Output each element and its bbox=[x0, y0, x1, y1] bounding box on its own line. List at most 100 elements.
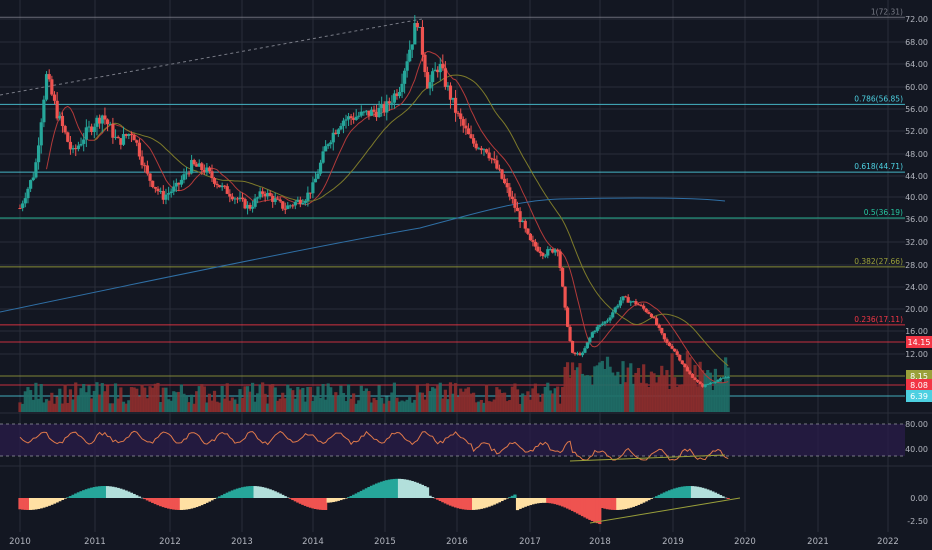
candle-body bbox=[603, 321, 607, 324]
candle-body bbox=[533, 241, 537, 247]
candle-body bbox=[626, 297, 630, 303]
macd-histogram-bar bbox=[441, 498, 445, 503]
candle-body bbox=[278, 199, 282, 202]
candle-body bbox=[418, 26, 422, 28]
volume-bar bbox=[223, 398, 227, 412]
macd-histogram-bar bbox=[563, 498, 567, 508]
macd-histogram-bar bbox=[230, 490, 234, 498]
macd-histogram-bar bbox=[695, 486, 700, 498]
macd-histogram-bar bbox=[685, 486, 689, 498]
price-tick-label: 40.00 bbox=[905, 193, 928, 202]
macd-histogram-bar bbox=[212, 498, 217, 500]
candle-body bbox=[642, 305, 646, 309]
candle-body bbox=[84, 127, 88, 140]
macd-histogram-bar bbox=[726, 498, 730, 499]
rsi-tick-label: 40.00 bbox=[905, 445, 928, 454]
candle-body bbox=[588, 337, 592, 343]
volume-bar bbox=[74, 382, 78, 412]
candle-body bbox=[235, 198, 240, 200]
macd-histogram-bar bbox=[629, 498, 633, 508]
macd-histogram-bar bbox=[66, 497, 70, 498]
candle-body bbox=[561, 267, 565, 287]
macd-histogram-bar bbox=[503, 498, 507, 500]
candle-body bbox=[380, 104, 384, 109]
candle-body bbox=[215, 183, 219, 186]
candle-body bbox=[405, 61, 409, 71]
y-axis: 72.00 68.00 64.00 60.00 56.00 52.00 48.00 44.00… bbox=[905, 15, 928, 526]
candle-body bbox=[148, 173, 152, 181]
volume-bar bbox=[286, 384, 290, 412]
volume-bar bbox=[21, 403, 25, 412]
candle-body bbox=[408, 49, 412, 62]
price-tick-label: 68.00 bbox=[905, 38, 928, 47]
candle-body bbox=[47, 74, 51, 80]
macd-histogram-bar bbox=[665, 491, 669, 498]
macd-histogram-bar bbox=[395, 478, 399, 498]
volume-bar bbox=[58, 388, 62, 412]
candle-body bbox=[271, 195, 275, 202]
volume-bar bbox=[179, 384, 184, 412]
candle-body bbox=[39, 122, 43, 146]
macd-histogram-bar bbox=[433, 498, 437, 499]
macd-histogram-bar bbox=[438, 498, 442, 501]
volume-bar bbox=[418, 392, 422, 412]
volume-bar bbox=[230, 397, 234, 412]
candle-body bbox=[403, 70, 407, 84]
volume-bar bbox=[243, 386, 247, 412]
candle-body bbox=[726, 377, 730, 379]
candle-body bbox=[690, 374, 695, 378]
volume-bar bbox=[200, 384, 204, 412]
candle-body bbox=[701, 384, 705, 387]
price-tick-label: 24.00 bbox=[905, 283, 928, 292]
candle-body bbox=[636, 304, 641, 306]
candle-body bbox=[443, 68, 447, 87]
candle-body bbox=[137, 142, 142, 157]
candle-body bbox=[578, 353, 582, 356]
macd-histogram-bar bbox=[703, 488, 707, 498]
macd-histogram-bar bbox=[568, 498, 572, 510]
macd-histogram-bar bbox=[127, 491, 131, 498]
candle-body bbox=[605, 320, 610, 322]
candle-body bbox=[233, 198, 237, 200]
candle-body bbox=[670, 345, 674, 349]
macd-histogram-bar bbox=[21, 498, 25, 510]
candle-body bbox=[456, 112, 460, 114]
volume-bar bbox=[140, 384, 144, 412]
candle-body bbox=[665, 339, 669, 343]
macd-histogram-bar bbox=[575, 498, 580, 514]
candle-body bbox=[50, 79, 54, 95]
candle-body bbox=[583, 348, 587, 353]
volume-bar bbox=[563, 366, 567, 412]
candle-body bbox=[210, 171, 214, 179]
volume-bar bbox=[352, 393, 356, 412]
volume-bar bbox=[634, 372, 638, 412]
candle-body bbox=[441, 63, 445, 69]
candle-body bbox=[425, 72, 430, 89]
volume-bar bbox=[47, 400, 51, 412]
candle-body bbox=[266, 192, 270, 197]
candle-body bbox=[182, 174, 186, 180]
candle-body bbox=[132, 135, 136, 141]
volume-bar bbox=[510, 386, 514, 412]
candle-body bbox=[662, 333, 666, 340]
volume-bar bbox=[639, 382, 643, 412]
macd-histogram-bar bbox=[456, 498, 460, 509]
candles[interactable] bbox=[18, 15, 730, 388]
macd-histogram-bar bbox=[334, 498, 338, 502]
candle-body bbox=[652, 317, 656, 319]
candle-body bbox=[608, 317, 612, 321]
candle-body bbox=[334, 132, 338, 134]
macd-histogram-bar bbox=[339, 498, 343, 501]
candle-body bbox=[556, 249, 560, 252]
macd-histogram-bar bbox=[354, 493, 358, 498]
candle-body bbox=[324, 146, 328, 152]
candle-body bbox=[195, 164, 199, 167]
candle-body bbox=[482, 149, 486, 151]
volume-bar bbox=[313, 395, 318, 412]
macd-histogram-bar bbox=[613, 498, 617, 510]
macd-histogram-bar bbox=[153, 498, 157, 505]
price-badge bbox=[906, 336, 932, 348]
candle-body bbox=[703, 384, 707, 387]
macd-histogram-bar bbox=[47, 498, 51, 506]
